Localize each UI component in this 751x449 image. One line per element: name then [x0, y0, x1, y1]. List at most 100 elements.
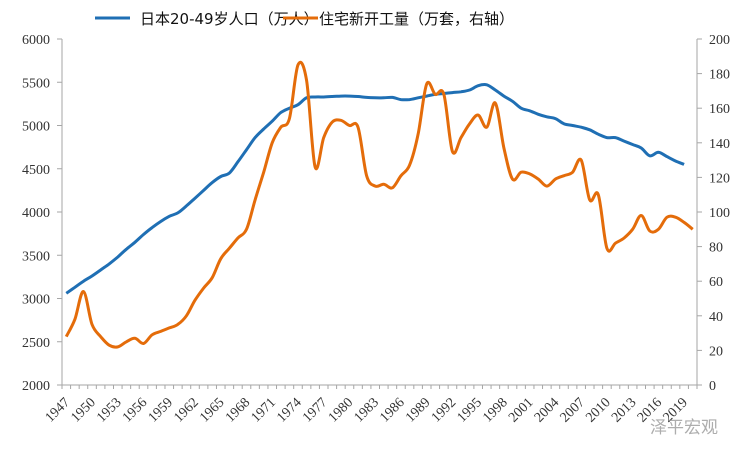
data-point-housing-starts-2012 [623, 236, 626, 239]
x-tick-label: 1968 [223, 395, 253, 425]
data-point-housing-starts-1962 [194, 299, 197, 302]
y-left-tick-label: 4000 [22, 206, 50, 221]
data-point-population-2002 [537, 113, 540, 116]
data-point-population-1965 [219, 175, 222, 178]
data-point-housing-starts-2014 [640, 214, 643, 217]
y-right-tick-label: 0 [709, 379, 716, 394]
data-point-housing-starts-1947 [65, 335, 68, 338]
data-point-housing-starts-2010 [605, 247, 608, 250]
data-point-population-1995 [477, 84, 480, 87]
y-right-tick-label: 20 [709, 344, 723, 359]
data-point-housing-starts-1968 [245, 228, 248, 231]
data-point-population-1984 [382, 96, 385, 99]
watermark: 泽平宏观 [650, 418, 718, 438]
data-point-population-1966 [228, 172, 231, 175]
data-point-population-1957 [151, 226, 154, 229]
data-point-population-1951 [99, 268, 102, 271]
x-tick-label: 1953 [94, 395, 124, 425]
x-tick-label: 1974 [274, 395, 304, 425]
y-left-tick-label: 2000 [22, 379, 50, 394]
data-point-housing-starts-2003 [545, 185, 548, 188]
x-tick-label: 2010 [583, 395, 613, 425]
x-tick-label: 1947 [43, 395, 73, 425]
data-point-housing-starts-2000 [520, 171, 523, 174]
legend-label-population: 日本20-49岁人口（万人） [140, 10, 319, 28]
data-point-housing-starts-1989 [425, 82, 428, 85]
x-tick-label: 1989 [403, 395, 433, 425]
data-point-housing-starts-1979 [339, 119, 342, 122]
data-point-housing-starts-1952 [108, 344, 111, 347]
data-point-housing-starts-1953 [116, 345, 119, 348]
y-right-tick-label: 120 [709, 171, 730, 186]
y-right-tick-label: 100 [709, 206, 730, 221]
data-point-population-1962 [194, 197, 197, 200]
data-point-housing-starts-1984 [382, 183, 385, 186]
y-left-tick-label: 2500 [22, 336, 50, 351]
data-point-housing-starts-1980 [348, 124, 351, 127]
data-point-population-2010 [605, 136, 608, 139]
data-point-population-1949 [82, 280, 85, 283]
data-point-population-2009 [597, 133, 600, 136]
data-point-housing-starts-1955 [133, 337, 136, 340]
x-tick-label: 1959 [146, 395, 176, 425]
data-point-population-1992 [451, 91, 454, 94]
y-left-tick-label: 5500 [22, 76, 50, 91]
data-point-housing-starts-2001 [528, 172, 531, 175]
data-point-housing-starts-1987 [408, 164, 411, 167]
data-point-population-1953 [116, 255, 119, 258]
data-point-population-2018 [674, 159, 677, 162]
data-point-housing-starts-1988 [417, 133, 420, 136]
data-point-population-1954 [125, 248, 128, 251]
legend: 日本20-49岁人口（万人） 住宅新开工量（万套，右轴） [95, 10, 514, 28]
y-left-tick-label: 5000 [22, 120, 50, 135]
y-left-tick-label: 4500 [22, 163, 50, 178]
data-point-population-2016 [657, 151, 660, 154]
data-point-housing-starts-1991 [442, 93, 445, 96]
x-tick-label: 1995 [455, 395, 485, 425]
data-point-population-2011 [614, 136, 617, 139]
y-right-tick-label: 180 [709, 68, 730, 83]
data-point-population-1996 [485, 83, 488, 86]
data-point-population-1980 [348, 95, 351, 98]
data-point-housing-starts-2018 [674, 216, 677, 219]
data-point-population-2019 [683, 163, 686, 166]
data-point-housing-starts-2016 [657, 228, 660, 231]
data-point-population-1963 [202, 189, 205, 192]
data-point-population-1952 [108, 262, 111, 265]
data-point-housing-starts-1990 [434, 93, 437, 96]
data-point-housing-starts-1963 [202, 287, 205, 290]
data-point-population-1950 [91, 275, 94, 278]
data-point-housing-starts-1965 [219, 257, 222, 260]
data-point-population-1968 [245, 148, 248, 151]
data-point-population-2005 [562, 122, 565, 125]
data-point-population-1971 [271, 120, 274, 123]
x-tick-label: 2013 [609, 395, 639, 425]
data-point-housing-starts-1970 [262, 171, 265, 174]
y-left-tick-label: 3000 [22, 293, 50, 308]
data-point-population-1982 [365, 96, 368, 99]
data-point-housing-starts-1964 [211, 276, 214, 279]
data-point-population-1985 [391, 96, 394, 99]
x-tick-label: 1986 [377, 395, 407, 425]
data-point-housing-starts-1949 [82, 290, 85, 293]
x-tick-label: 1983 [352, 395, 382, 425]
data-point-population-1961 [185, 204, 188, 207]
x-tick-label: 2001 [506, 395, 536, 425]
x-tick-label: 1992 [429, 395, 459, 425]
data-point-housing-starts-1999 [511, 178, 514, 181]
data-point-housing-starts-2002 [537, 178, 540, 181]
x-tick-label: 1962 [171, 395, 201, 425]
data-point-housing-starts-1977 [322, 136, 325, 139]
data-point-population-1969 [254, 136, 257, 139]
data-point-housing-starts-1969 [254, 198, 257, 201]
data-point-housing-starts-1993 [460, 136, 463, 139]
data-point-population-1998 [502, 95, 505, 98]
data-point-population-2006 [571, 124, 574, 127]
data-point-housing-starts-1996 [485, 126, 488, 129]
data-point-population-2014 [640, 146, 643, 149]
data-point-housing-starts-1951 [99, 335, 102, 338]
data-point-housing-starts-1973 [288, 117, 291, 120]
data-point-housing-starts-2020 [691, 228, 694, 231]
data-point-population-2007 [580, 126, 583, 129]
